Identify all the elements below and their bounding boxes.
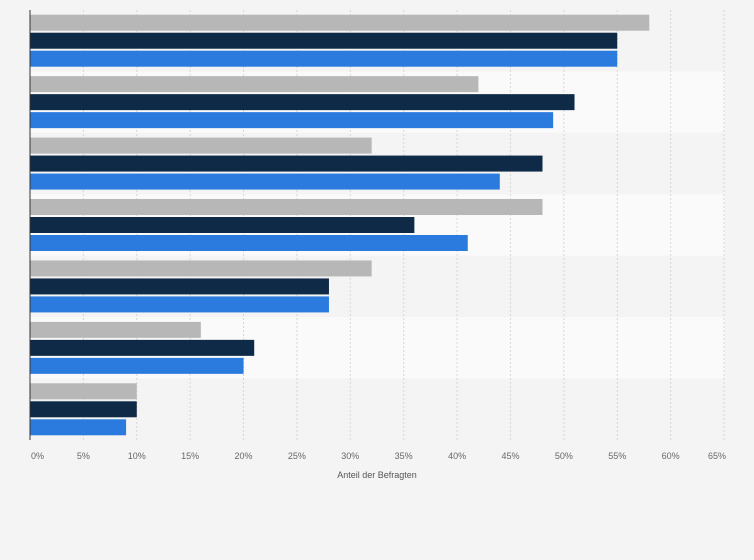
bar[interactable] <box>30 94 575 111</box>
bar[interactable] <box>30 278 329 295</box>
x-tick-label: 65% <box>708 451 726 461</box>
x-tick-label: 15% <box>181 451 199 461</box>
bar[interactable] <box>30 383 137 400</box>
x-tick-label: 50% <box>555 451 573 461</box>
category-band <box>30 378 724 440</box>
bar[interactable] <box>30 217 415 233</box>
bar[interactable] <box>30 419 127 436</box>
x-axis-title: Anteil der Befragten <box>337 470 417 480</box>
bar[interactable] <box>30 155 543 172</box>
x-tick-label: 5% <box>77 451 90 461</box>
bar[interactable] <box>30 199 543 215</box>
bar[interactable] <box>30 296 329 313</box>
x-tick-label: 10% <box>128 451 146 461</box>
x-tick-label: 40% <box>448 451 466 461</box>
x-tick-label: 0% <box>31 451 44 461</box>
bars <box>30 14 650 436</box>
x-tick-label: 30% <box>341 451 359 461</box>
bar[interactable] <box>30 235 468 251</box>
x-tick-label: 45% <box>501 451 519 461</box>
bar[interactable] <box>30 339 255 356</box>
bar[interactable] <box>30 260 372 277</box>
bar[interactable] <box>30 173 500 190</box>
x-tick-label: 20% <box>235 451 253 461</box>
bar[interactable] <box>30 14 650 31</box>
bar[interactable] <box>30 321 201 338</box>
bar[interactable] <box>30 32 618 49</box>
x-tick-label: 25% <box>288 451 306 461</box>
x-tick-label: 60% <box>662 451 680 461</box>
bar[interactable] <box>30 357 244 374</box>
bar[interactable] <box>30 401 137 418</box>
bar[interactable] <box>30 137 372 154</box>
bar[interactable] <box>30 76 479 93</box>
bar[interactable] <box>30 112 554 129</box>
x-tick-label: 55% <box>608 451 626 461</box>
bar[interactable] <box>30 50 618 67</box>
x-tick-label: 35% <box>395 451 413 461</box>
x-tick-labels: 0% 5% 10% 15% 20% 25% 30% 35% 40% 45% 50% 55% 60% 65% <box>31 451 726 461</box>
